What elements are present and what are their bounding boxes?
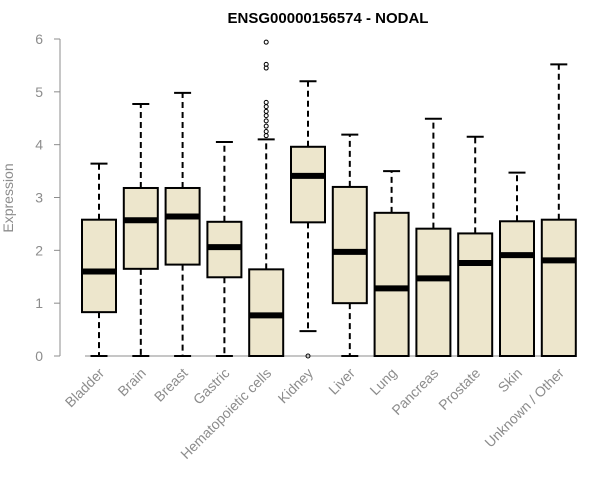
x-tick-label: Lung <box>366 365 399 398</box>
box-kidney <box>290 80 326 359</box>
iqr-box <box>415 227 452 357</box>
iqr-box <box>499 220 535 357</box>
box-skin <box>499 171 535 357</box>
box-lung <box>373 170 410 357</box>
iqr-box <box>290 145 326 224</box>
outlier-point <box>263 99 269 105</box>
chart-title: ENSG00000156574 - NODAL <box>228 10 429 27</box>
outlier-point <box>263 61 269 67</box>
outlier-point <box>263 118 269 124</box>
y-tick-label: 4 <box>35 137 43 153</box>
outlier-point <box>263 123 269 129</box>
iqr-box <box>164 186 201 266</box>
x-tick-label: Breast <box>151 365 191 405</box>
outlier-point <box>263 128 269 134</box>
boxes <box>81 39 577 359</box>
box-bladder <box>81 162 117 357</box>
box-gastric <box>206 141 243 357</box>
box-pancreas <box>415 117 452 357</box>
box-breast <box>164 91 201 357</box>
outlier-point <box>263 113 269 119</box>
y-tick-label: 5 <box>35 84 43 100</box>
iqr-box <box>331 185 368 305</box>
x-tick-label: Skin <box>495 365 526 396</box>
x-tick-label: Brain <box>114 365 148 399</box>
outlier-point <box>263 104 269 110</box>
iqr-box <box>373 211 410 357</box>
iqr-box <box>122 186 159 270</box>
box-unknown-other <box>540 63 577 357</box>
x-tick-label: Prostate <box>435 365 483 413</box>
outlier-point <box>305 353 311 359</box>
y-tick-label: 3 <box>35 190 43 206</box>
outlier-point <box>263 133 269 139</box>
outlier-point <box>263 108 269 114</box>
y-axis-label: Expression <box>0 163 16 232</box>
box-liver <box>331 133 368 357</box>
x-tick-label: Kidney <box>275 365 317 407</box>
iqr-box <box>81 218 117 314</box>
outlier-point <box>263 39 269 45</box>
box-brain <box>122 102 159 357</box>
iqr-box <box>540 218 577 357</box>
y-tick-label: 2 <box>35 242 43 258</box>
box-hematopoietic-cells <box>248 39 285 357</box>
x-tick-label: Unknown / Other <box>481 365 567 451</box>
x-tick-label: Liver <box>325 365 358 398</box>
box-prostate <box>457 135 494 357</box>
x-tick-label: Bladder <box>62 365 108 411</box>
y-tick-label: 1 <box>35 295 43 311</box>
y-tick-label: 0 <box>35 348 43 364</box>
iqr-box <box>457 232 494 357</box>
y-tick-label: 6 <box>35 31 43 47</box>
